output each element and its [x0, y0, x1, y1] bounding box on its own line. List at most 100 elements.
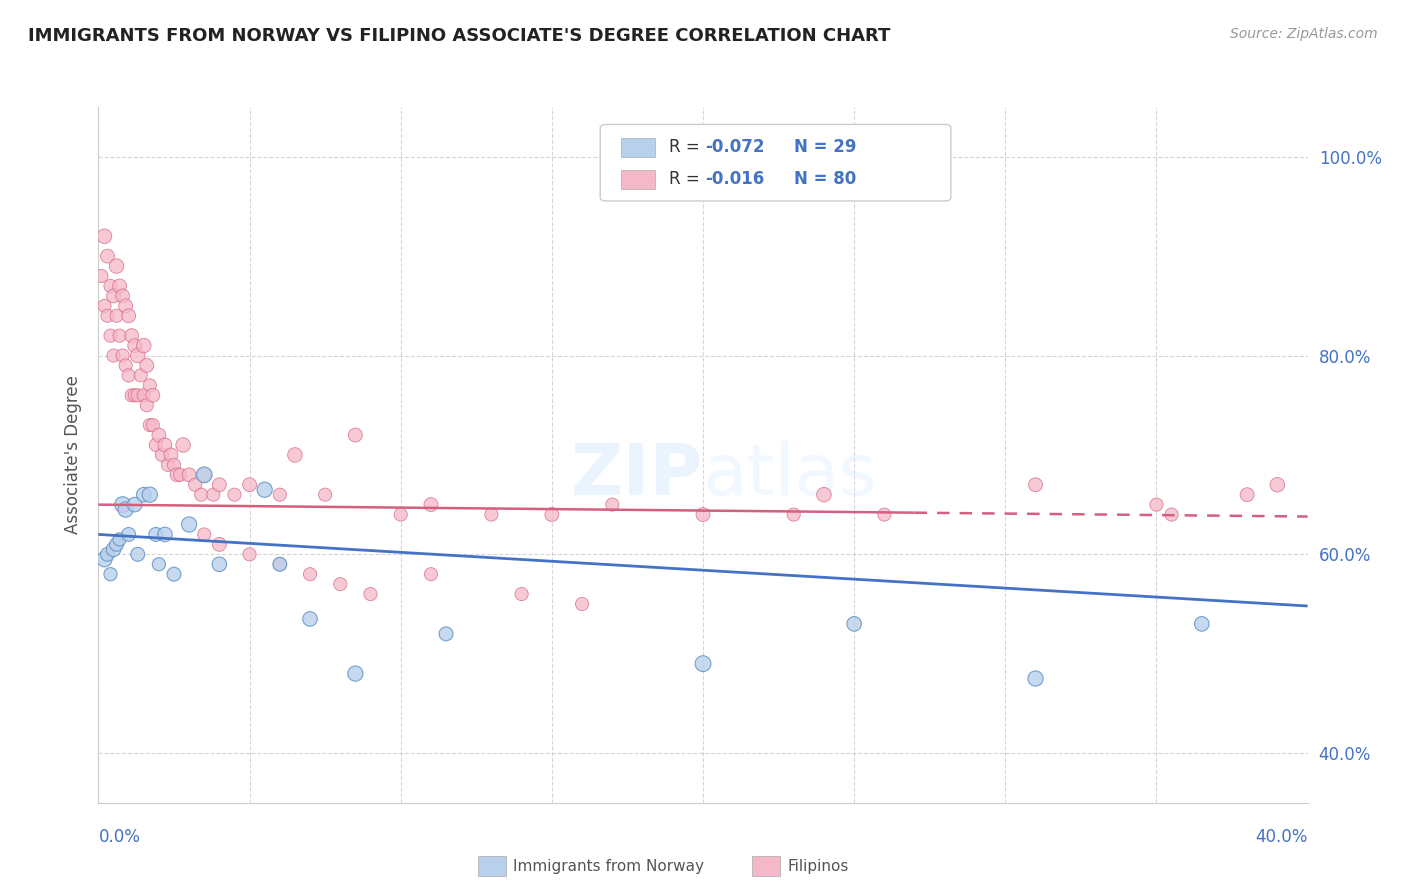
Point — [142, 418, 165, 433]
Point — [132, 488, 155, 502]
Point — [571, 597, 593, 611]
Point — [1024, 672, 1046, 686]
Text: R =: R = — [669, 137, 706, 156]
Point — [108, 533, 131, 547]
Point — [96, 547, 118, 561]
Point — [434, 627, 457, 641]
Point — [90, 268, 112, 283]
Text: R =: R = — [669, 169, 706, 187]
Point — [1191, 616, 1213, 631]
Point — [269, 488, 291, 502]
Point — [269, 558, 291, 572]
Point — [163, 567, 186, 582]
Point — [93, 552, 115, 566]
Point — [172, 438, 194, 452]
Point — [156, 458, 179, 472]
Point — [1160, 508, 1182, 522]
Point — [121, 388, 143, 402]
Point — [692, 508, 714, 522]
Point — [208, 558, 231, 572]
Point — [127, 388, 149, 402]
Point — [132, 338, 155, 352]
Point — [103, 542, 125, 557]
Point — [129, 368, 152, 383]
Text: IMMIGRANTS FROM NORWAY VS FILIPINO ASSOCIATE'S DEGREE CORRELATION CHART: IMMIGRANTS FROM NORWAY VS FILIPINO ASSOC… — [28, 27, 890, 45]
Point — [179, 467, 201, 482]
Point — [420, 498, 443, 512]
Point — [145, 527, 167, 541]
Point — [127, 547, 149, 561]
Point — [139, 418, 162, 433]
Point — [269, 558, 291, 572]
Point — [100, 328, 122, 343]
Point — [127, 349, 149, 363]
Point — [121, 328, 143, 343]
Point — [118, 368, 141, 383]
Point — [100, 279, 122, 293]
Point — [360, 587, 382, 601]
Point — [193, 527, 215, 541]
Point — [389, 508, 412, 522]
Text: ZIP: ZIP — [571, 442, 703, 510]
Point — [1236, 488, 1258, 502]
Point — [103, 289, 125, 303]
Point — [150, 448, 173, 462]
Point — [873, 508, 896, 522]
Point — [299, 567, 322, 582]
Point — [114, 502, 136, 516]
Point — [1144, 498, 1167, 512]
Point — [96, 309, 118, 323]
Point — [163, 458, 186, 472]
Text: -0.016: -0.016 — [706, 169, 765, 187]
Point — [96, 249, 118, 263]
Text: 0.0%: 0.0% — [98, 828, 141, 846]
Point — [135, 398, 157, 412]
Text: N = 29: N = 29 — [793, 137, 856, 156]
Point — [108, 328, 131, 343]
Text: Immigrants from Norway: Immigrants from Norway — [513, 859, 704, 873]
Point — [844, 616, 866, 631]
Point — [253, 483, 276, 497]
Point — [344, 428, 367, 442]
Point — [118, 527, 141, 541]
Point — [166, 467, 188, 482]
Point — [132, 388, 155, 402]
Point — [135, 359, 157, 373]
Point — [481, 508, 503, 522]
Text: Source: ZipAtlas.com: Source: ZipAtlas.com — [1230, 27, 1378, 41]
Text: N = 80: N = 80 — [793, 169, 856, 187]
Point — [93, 229, 115, 244]
Point — [208, 477, 231, 491]
Text: -0.072: -0.072 — [706, 137, 765, 156]
Point — [111, 349, 134, 363]
Point — [344, 666, 367, 681]
Text: Filipinos: Filipinos — [787, 859, 849, 873]
Point — [329, 577, 352, 591]
Point — [224, 488, 246, 502]
Point — [145, 438, 167, 452]
Point — [193, 467, 215, 482]
Point — [1267, 477, 1289, 491]
FancyBboxPatch shape — [600, 124, 950, 201]
Point — [179, 517, 201, 532]
Point — [314, 488, 336, 502]
Point — [692, 657, 714, 671]
Point — [103, 349, 125, 363]
FancyBboxPatch shape — [621, 137, 655, 157]
Point — [108, 279, 131, 293]
Text: 40.0%: 40.0% — [1256, 828, 1308, 846]
Point — [783, 508, 806, 522]
Point — [160, 448, 183, 462]
Y-axis label: Associate's Degree: Associate's Degree — [65, 376, 83, 534]
Point — [510, 587, 533, 601]
Point — [540, 508, 562, 522]
Point — [813, 488, 835, 502]
Point — [111, 498, 134, 512]
Point — [208, 537, 231, 551]
Point — [148, 558, 170, 572]
Point — [124, 498, 146, 512]
Point — [105, 259, 128, 273]
Point — [124, 338, 146, 352]
Text: atlas: atlas — [703, 442, 877, 510]
Point — [202, 488, 225, 502]
